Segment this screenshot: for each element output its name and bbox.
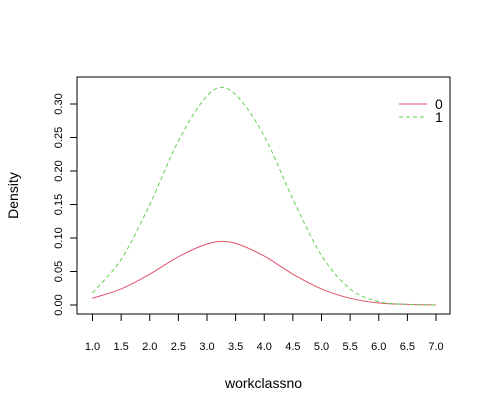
x-tick-label: 5.0 (314, 341, 329, 353)
series-line-1 (92, 86, 437, 306)
legend-label-0: 0 (435, 96, 443, 112)
x-tick-label: 6.5 (400, 341, 415, 353)
y-tick-label: 0.25 (53, 127, 65, 148)
x-tick-label: 5.5 (342, 341, 357, 353)
x-axis-title: workclassno (224, 375, 302, 391)
legend-label-1: 1 (435, 109, 443, 125)
x-tick-label: 4.0 (257, 341, 272, 353)
x-tick-label: 6.0 (371, 341, 386, 353)
x-tick-label: 2.5 (171, 341, 186, 353)
series-line-0 (92, 240, 437, 306)
y-tick-label: 0.20 (53, 160, 65, 181)
x-tick-label: 3.5 (228, 341, 243, 353)
y-tick-label: 0.30 (53, 93, 65, 114)
legend: 01 (399, 96, 443, 125)
y-axis-title: Density (5, 172, 21, 219)
y-tick-label: 0.15 (53, 194, 65, 215)
x-tick-label: 4.5 (285, 341, 300, 353)
plot-frame (76, 76, 451, 315)
x-tick-label: 2.0 (142, 341, 157, 353)
series-lines (92, 86, 437, 306)
x-tick-label: 7.0 (428, 341, 443, 353)
x-tick-label: 1.5 (113, 341, 128, 353)
y-tick-label: 0.05 (53, 261, 65, 282)
y-tick-label: 0.00 (53, 294, 65, 315)
x-axis: 1.0 1.5 2.0 2.5 3.0 3.5 4.0 4.5 5.0 5.5 6.0 6.5 7.0 (85, 313, 444, 353)
x-tick-label: 1.0 (85, 341, 100, 353)
y-axis: 0.00 0.05 0.10 0.15 0.20 0.25 0.30 (53, 93, 78, 316)
x-tick-label: 3.0 (199, 341, 214, 353)
y-tick-label: 0.10 (53, 227, 65, 248)
